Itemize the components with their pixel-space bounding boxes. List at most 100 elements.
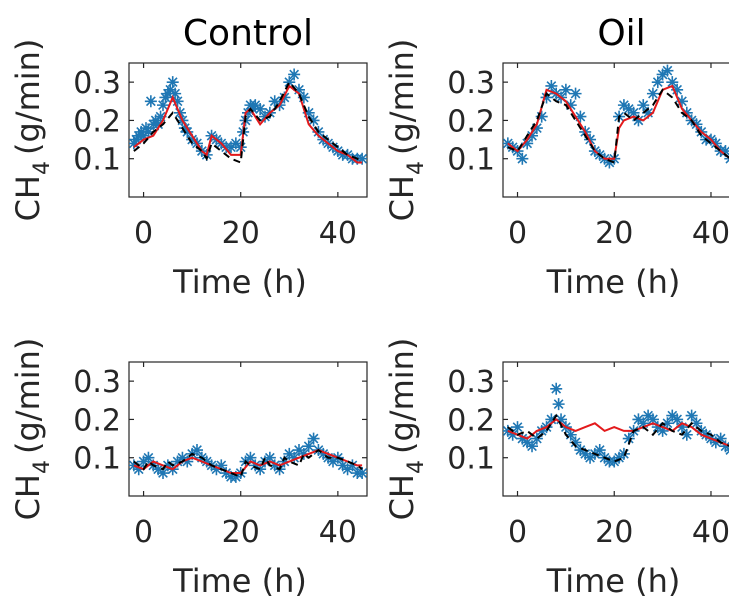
data-point [661, 64, 674, 77]
plot-area [129, 68, 367, 165]
series-model-solid [507, 84, 729, 160]
data-point [181, 125, 194, 138]
data-point [225, 141, 237, 154]
data-point [278, 455, 291, 468]
data-point [176, 451, 189, 464]
data-point [545, 413, 558, 426]
y-axis-label: CH4(g/min) [9, 39, 55, 222]
data-point [675, 95, 688, 108]
data-point [685, 409, 698, 422]
data-point [249, 99, 262, 112]
axes-box [502, 62, 729, 198]
x-tick-label: 0 [134, 216, 153, 251]
panel-title: Control [183, 13, 313, 54]
y-tick-label: 0.3 [73, 66, 121, 101]
data-point [552, 398, 565, 411]
x-tick-label: 40 [319, 515, 357, 550]
data-point [254, 463, 267, 476]
data-point [229, 137, 242, 150]
data-point [564, 99, 577, 112]
y-axis-label: CH4(g/min) [9, 338, 55, 521]
x-axis-label: Time (h) [546, 263, 681, 301]
data-point [283, 76, 296, 89]
data-point [283, 447, 296, 460]
y-tick-label: 0.2 [447, 403, 495, 438]
data-point [242, 106, 254, 119]
x-tick-label: 40 [692, 216, 729, 251]
data-point [171, 455, 184, 468]
data-point [550, 382, 563, 395]
y-tick-label: 0.1 [447, 442, 495, 477]
series-model-dashed [133, 448, 363, 479]
data-point [714, 432, 727, 445]
data-point [530, 122, 543, 135]
data-point [341, 463, 354, 476]
data-point [166, 76, 179, 89]
y-axis-label: CH4(g/min) [383, 338, 429, 521]
x-tick-label: 40 [692, 515, 729, 550]
series-model-solid [133, 449, 363, 474]
data-point [709, 436, 722, 449]
data-point [171, 95, 184, 108]
y-tick-label: 0.2 [73, 403, 121, 438]
series-model-dashed [507, 88, 729, 164]
data-point [516, 152, 529, 165]
series-model-solid [507, 418, 729, 447]
panel-bottom-right: 0.1 0.20.3 0 20 40 Time (h) CH4(g/min) [383, 338, 729, 599]
x-tick-label: 0 [508, 515, 527, 550]
x-axis-label: Time (h) [546, 562, 681, 599]
data-point [169, 87, 182, 100]
data-point [535, 110, 548, 123]
data-point [506, 428, 519, 441]
data-point [666, 409, 679, 422]
data-point [307, 114, 320, 127]
data-point [569, 436, 582, 449]
data-point [220, 467, 233, 480]
data-point [584, 451, 597, 464]
y-tick-label: 0.3 [447, 66, 495, 101]
data-point [608, 455, 621, 468]
series-model-dashed [507, 413, 729, 463]
data-point [356, 152, 367, 165]
data-point [186, 133, 199, 146]
panel-top-left: Control 0.1 0.20.3 0 20 40 Time (h) CH4(g/min) [9, 13, 368, 301]
data-point [164, 83, 177, 96]
data-point [511, 421, 524, 434]
data-point [671, 83, 684, 96]
data-point [288, 68, 301, 81]
data-point [293, 444, 305, 457]
data-point [144, 95, 157, 108]
data-point [288, 451, 301, 464]
data-point [675, 421, 688, 434]
data-point [137, 129, 150, 142]
data-point [157, 467, 169, 480]
data-point [254, 102, 267, 115]
data-point [200, 455, 213, 468]
data-point [564, 428, 577, 441]
plot-area [503, 382, 729, 468]
data-point [579, 447, 592, 460]
data-point [215, 459, 228, 472]
data-point [356, 467, 367, 480]
data-point [622, 102, 635, 115]
data-point [617, 99, 630, 112]
data-point [700, 428, 713, 441]
data-point [651, 76, 664, 89]
series-model-solid [133, 84, 363, 164]
y-tick-label: 0.1 [447, 143, 495, 178]
data-point [521, 137, 534, 150]
data-point [646, 87, 659, 100]
data-point [516, 432, 529, 445]
y-tick-label: 0.1 [73, 143, 121, 178]
data-point [161, 87, 174, 100]
data-point [622, 432, 635, 445]
data-point [142, 125, 155, 138]
y-tick-label: 0.3 [447, 365, 495, 400]
axes-box [128, 62, 368, 198]
data-point [680, 428, 693, 441]
data-point [297, 91, 310, 104]
data-point [229, 470, 242, 483]
data-point [297, 447, 310, 460]
data-point [246, 102, 259, 115]
